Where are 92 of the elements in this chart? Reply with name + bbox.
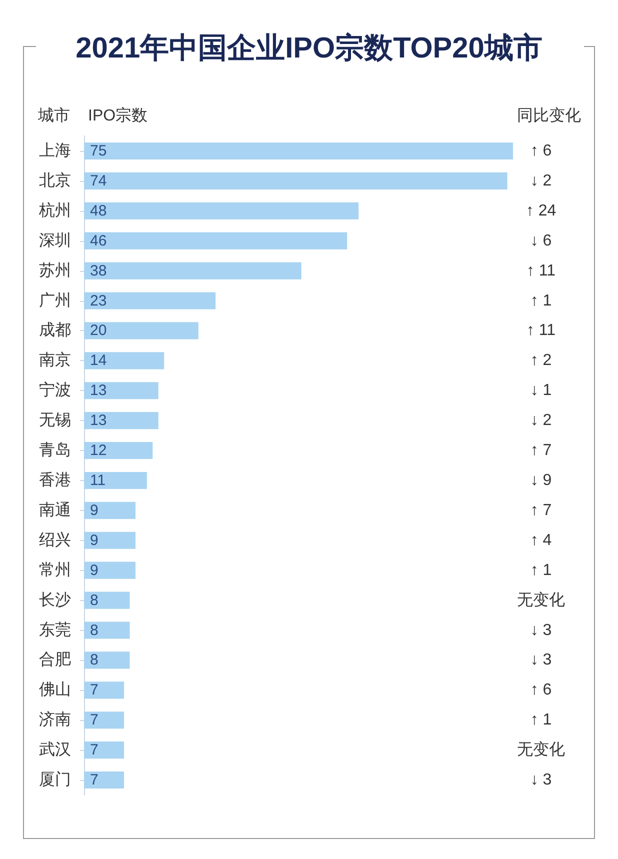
data-label: 7 — [90, 772, 98, 789]
y-tick-label: 厦门 — [39, 770, 71, 789]
text: 同比变化 — [517, 106, 581, 124]
text: ↑ 7 — [530, 442, 552, 460]
data-label: 9 — [90, 532, 98, 549]
y-tick-label: 成都 — [39, 321, 71, 340]
y-tick-label: 无锡 — [39, 412, 71, 430]
bar — [84, 502, 136, 519]
data-label: 74 — [90, 172, 107, 190]
bar — [84, 562, 136, 579]
bar — [84, 592, 130, 609]
y-tick-label: 长沙 — [39, 590, 71, 609]
bar — [84, 652, 130, 669]
y-tick-label: 广州 — [39, 291, 71, 310]
text: ↑ 1 — [530, 712, 552, 729]
data-label: 9 — [90, 502, 98, 519]
bar — [84, 202, 359, 220]
data-label: 46 — [90, 232, 107, 250]
data-label: 38 — [90, 262, 107, 280]
bar — [84, 412, 158, 430]
data-label: 75 — [90, 142, 107, 160]
data-label: 9 — [90, 562, 98, 579]
data-label: 11 — [90, 472, 106, 489]
bar — [84, 322, 198, 340]
text: ↑ 6 — [530, 142, 552, 160]
y-tick-label: 深圳 — [39, 231, 71, 250]
bar — [84, 682, 124, 699]
text: ↓ 6 — [530, 232, 552, 250]
data-label: 14 — [90, 352, 107, 370]
data-label: 23 — [90, 292, 107, 310]
bar — [84, 292, 216, 310]
text: ↓ 2 — [530, 172, 552, 190]
data-label: 8 — [90, 592, 98, 609]
bar — [84, 472, 147, 490]
bar — [84, 771, 124, 789]
y-tick-label: 东莞 — [39, 620, 71, 639]
y-tick-label: 苏州 — [39, 261, 71, 280]
bar — [84, 382, 158, 400]
y-tick-label: 武汉 — [39, 740, 71, 759]
y-tick-label: 南京 — [39, 351, 71, 370]
y-tick-label: 香港 — [39, 470, 71, 489]
bar — [84, 532, 136, 549]
chart-title: 2021年中国企业IPO宗数TOP20城市 — [76, 32, 542, 64]
bar — [84, 442, 153, 460]
text: ↑ 1 — [530, 562, 552, 579]
data-label: 7 — [90, 712, 98, 729]
y-tick-label: 佛山 — [39, 680, 71, 699]
bar — [84, 352, 164, 370]
y-tick-label: 南通 — [39, 500, 71, 519]
y-tick-label: 济南 — [39, 710, 71, 729]
y-tick-label: 绍兴 — [39, 530, 71, 549]
bar — [84, 712, 124, 729]
text: ↑ 6 — [530, 682, 552, 699]
bar — [84, 142, 513, 160]
text: ↑ 4 — [530, 532, 552, 549]
text: ↑ 2 — [530, 352, 552, 370]
text: ↓ 3 — [530, 622, 552, 639]
x-axis-title: IPO宗数 — [88, 106, 148, 124]
y-tick-label: 杭州 — [38, 201, 71, 220]
data-label: 48 — [90, 202, 107, 220]
bar — [84, 232, 348, 250]
text: 无变化 — [517, 740, 565, 759]
bar — [84, 262, 302, 280]
y-tick-label: 上海 — [39, 141, 71, 160]
data-label: 8 — [90, 652, 98, 669]
text: ↓ 3 — [530, 652, 552, 669]
y-tick-label: 合肥 — [39, 650, 71, 669]
data-label: 13 — [90, 412, 107, 430]
text: ↑ 24 — [526, 202, 556, 220]
data-label: 7 — [90, 742, 98, 759]
bar — [84, 172, 508, 190]
data-label: 7 — [90, 682, 98, 699]
data-label: 12 — [90, 442, 107, 460]
y-axis-title: 城市 — [37, 106, 70, 124]
data-label: 20 — [90, 322, 107, 340]
data-label: 8 — [90, 622, 98, 639]
text: ↓ 9 — [530, 472, 552, 489]
y-tick-label: 青岛 — [39, 441, 71, 460]
text: 无变化 — [517, 590, 565, 609]
bar — [84, 622, 130, 639]
bar — [84, 742, 124, 759]
text: ↑ 1 — [530, 292, 552, 310]
text: ↓ 2 — [530, 412, 552, 430]
text: ↑ 7 — [530, 502, 552, 519]
y-tick-label: 宁波 — [39, 381, 71, 400]
text: ↑ 11 — [526, 322, 556, 340]
text: ↓ 1 — [530, 382, 552, 400]
text: ↑ 11 — [526, 262, 556, 280]
y-tick-label: 北京 — [39, 171, 71, 190]
y-tick-label: 常州 — [39, 560, 71, 579]
data-label: 13 — [90, 382, 107, 400]
text: ↓ 3 — [530, 772, 552, 789]
